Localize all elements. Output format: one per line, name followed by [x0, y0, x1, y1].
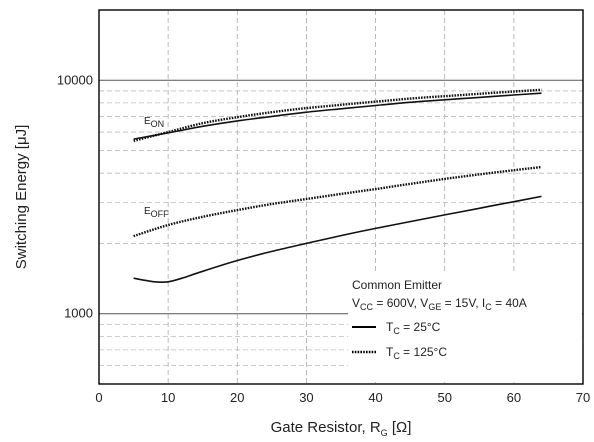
x-tick-label: 30	[299, 390, 313, 405]
x-tick-label: 0	[95, 390, 102, 405]
y-axis-title: Switching Energy [μJ]	[13, 125, 30, 270]
series-layer	[133, 88, 542, 284]
legend-title: Common Emitter	[352, 278, 442, 292]
plot-frame	[98, 9, 584, 385]
legend-entry-25c: TC = 25°C	[386, 320, 441, 336]
y-tick-label: 10000	[57, 72, 93, 87]
grid	[99, 10, 583, 384]
series-eon-125	[133, 88, 542, 143]
legend-box	[348, 272, 582, 382]
x-tick-label: 60	[507, 390, 521, 405]
legend-entry-125c: TC = 125°C	[386, 345, 447, 361]
y-tick-label: 1000	[64, 306, 93, 321]
x-tick-label: 40	[368, 390, 382, 405]
eon-label: EON	[144, 116, 164, 129]
x-tick-label: 10	[161, 390, 175, 405]
x-axis-title: Gate Resistor, RG [Ω]	[271, 419, 412, 438]
series-eoff-125	[133, 165, 542, 238]
x-tick-label: 70	[576, 390, 590, 405]
x-tick-labels: 0 10 20 30 40 50 60 70	[95, 390, 590, 405]
x-tick-label: 50	[437, 390, 451, 405]
y-tick-labels: 1000 10000	[57, 72, 93, 320]
x-tick-label: 20	[230, 390, 244, 405]
legend-conditions: VCC = 600V, VGE = 15V, IC = 40A	[352, 296, 527, 312]
legend: Common Emitter VCC = 600V, VGE = 15V, IC…	[348, 272, 582, 382]
eoff-label: EOFF	[144, 206, 169, 219]
series-eoff-25	[133, 195, 542, 284]
series-eon-25	[133, 92, 542, 140]
